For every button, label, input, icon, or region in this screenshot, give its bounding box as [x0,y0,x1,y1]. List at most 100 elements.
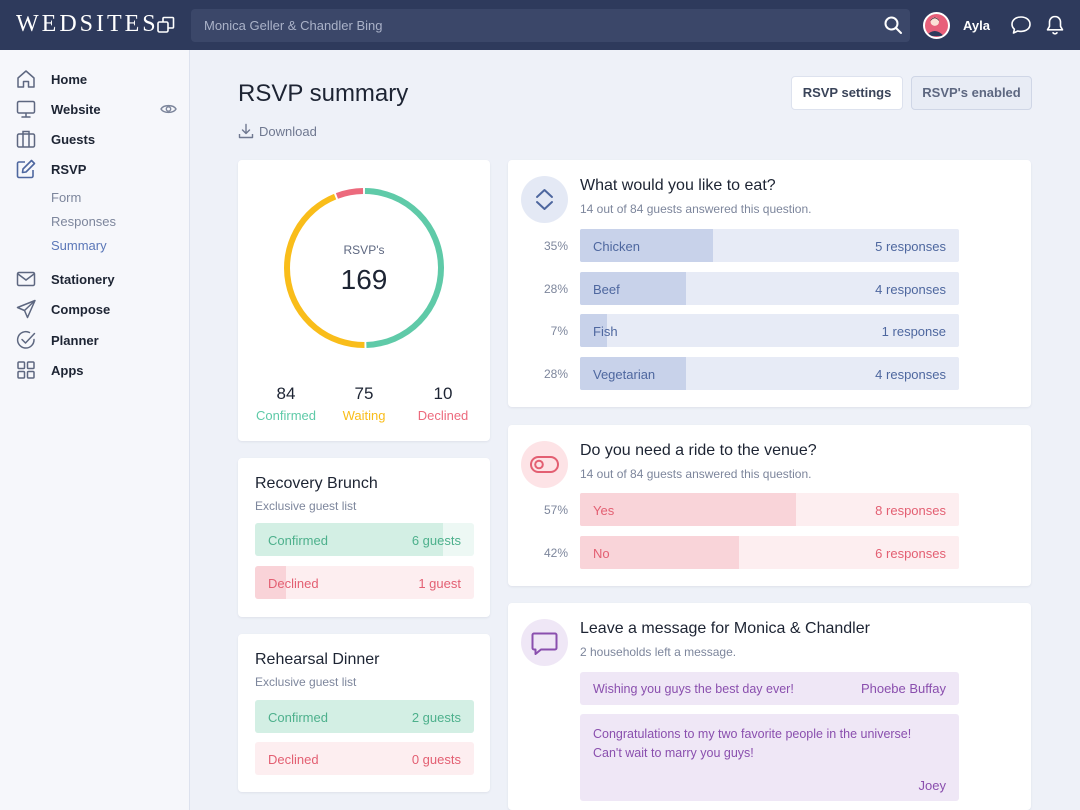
sidebar-item-label: Home [51,72,88,87]
donut-segment-waiting [284,193,365,348]
sidebar-item-label: Planner [51,333,99,348]
search-input[interactable]: Monica Geller & Chandler Bing [191,9,910,42]
edit-icon [16,159,36,179]
stat-declined-count: 10 [433,384,453,403]
answer-row: 35% Chicken 5 responses [508,229,1031,262]
page-title: RSVP summary [238,80,409,107]
sidebar-item-label: Apps [51,363,84,378]
search-icon[interactable] [883,15,903,35]
answer-count: 6 responses [875,546,946,561]
donut-total: 169 [340,264,388,295]
stat-declined: 10 Declined [403,384,483,423]
sidebar-item-rsvp[interactable]: RSVP [0,156,189,182]
answer-row: 57% Yes 8 responses [508,493,1031,526]
answer-count: 4 responses [875,367,946,382]
answer-count: 8 responses [875,503,946,518]
sort-chevrons-icon [536,189,553,210]
sidebar-item-website[interactable]: Website [0,96,189,122]
answer-label: Yes [593,503,615,518]
messages-card: Leave a message for Monica & Chandler 2 … [508,603,1031,810]
answer-percent: 35% [543,239,568,253]
send-icon [16,299,36,319]
user-name[interactable]: Ayla [963,18,990,33]
question-subtitle: 14 out of 84 guests answered this questi… [580,202,812,216]
toggle-icon [530,456,559,473]
row-label: Confirmed [268,710,328,725]
donut-segment-declined [335,188,364,199]
sidebar-item-compose[interactable]: Compose [0,296,189,322]
message-text: Congratulations to my two favorite peopl… [593,725,911,763]
question-card-ride: Do you need a ride to the venue? 14 out … [508,425,1031,586]
stat-declined-label: Declined [417,408,469,423]
question-title: What would you like to eat? [580,177,776,194]
row-label: Declined [268,576,319,591]
sidebar-item-label: Compose [51,302,111,317]
sidebar-subitem-form[interactable]: Form [51,190,82,205]
question-title: Leave a message for Monica & Chandler [580,620,870,637]
download-icon [238,123,254,139]
monitor-icon [16,100,36,118]
row-value: 2 guests [411,710,461,725]
sidebar-item-label: Stationery [51,272,115,287]
event-declined-row: Declined 0 guests [255,742,474,775]
event-card-rehearsal-dinner[interactable]: Rehearsal Dinner Exclusive guest list Co… [238,634,490,792]
sidebar-item-guests[interactable]: Guests [0,126,189,152]
event-declined-row: Declined 1 guest [255,566,474,599]
rsvp-donut-chart [284,188,444,348]
chat-icon[interactable] [1010,15,1032,35]
answer-label: Chicken [593,239,640,254]
stat-confirmed-label: Confirmed [256,408,316,423]
answer-label: Vegetarian [593,367,656,382]
event-card-recovery-brunch[interactable]: Recovery Brunch Exclusive guest list Con… [238,458,490,617]
answer-label: Beef [593,282,620,297]
row-value: 1 guest [418,576,461,591]
rsvp-enabled-button[interactable]: RSVP's enabled [911,76,1032,110]
app-logo[interactable]: WEDSITES [16,11,159,37]
answer-count: 5 responses [875,239,946,254]
sidebar: Home Website Guests RSVP Form Responses … [0,50,190,810]
envelope-icon [16,271,36,287]
stat-waiting-label: Waiting [342,408,386,423]
event-confirmed-row: Confirmed 6 guests [255,523,474,556]
sidebar-item-stationery[interactable]: Stationery [0,266,189,292]
message-icon [531,632,558,655]
donut-segment-confirmed [364,188,444,348]
guests-icon [16,130,36,148]
sidebar-subitem-responses[interactable]: Responses [51,214,117,229]
download-label: Download [259,124,317,139]
row-label: Confirmed [268,533,328,548]
message-text: Wishing you guys the best day ever! [593,682,794,696]
answer-percent: 42% [543,546,568,560]
question-subtitle: 14 out of 84 guests answered this questi… [580,467,812,481]
bell-icon[interactable] [1045,14,1065,36]
sidebar-subitem-summary[interactable]: Summary [51,238,107,253]
question-icon-wrap [521,441,568,488]
question-title: Do you need a ride to the venue? [580,442,817,459]
grid-icon [17,361,35,379]
question-icon-wrap [521,619,568,666]
answer-percent: 28% [543,282,568,296]
answer-row: 42% No 6 responses [508,536,1031,569]
avatar[interactable] [923,12,950,39]
question-icon-wrap [521,176,568,223]
message-text-line: Can't wait to marry you guys! [593,746,754,760]
event-title: Recovery Brunch [255,475,378,492]
check-circle-icon [16,330,36,349]
stat-confirmed: 84 Confirmed [246,384,326,423]
sidebar-item-planner[interactable]: Planner [0,327,189,353]
stat-waiting-count: 75 [354,384,374,403]
donut-label: RSVP's [343,243,385,257]
answer-count: 1 response [881,324,946,339]
answer-percent: 57% [543,503,568,517]
top-bar: WEDSITES Monica Geller & Chandler Bing A… [0,0,1080,50]
answer-row: 7% Fish 1 response [508,314,1031,347]
sidebar-item-home[interactable]: Home [0,66,189,92]
sidebar-item-apps[interactable]: Apps [0,357,189,383]
external-link-icon[interactable] [157,16,175,34]
stat-waiting: 75 Waiting [324,384,404,423]
rsvp-settings-button[interactable]: RSVP settings [791,76,903,110]
message-item: Wishing you guys the best day ever! Phoe… [580,672,959,705]
eye-icon[interactable] [160,102,177,116]
stat-confirmed-count: 84 [276,384,296,403]
message-author: Joey [918,778,946,793]
